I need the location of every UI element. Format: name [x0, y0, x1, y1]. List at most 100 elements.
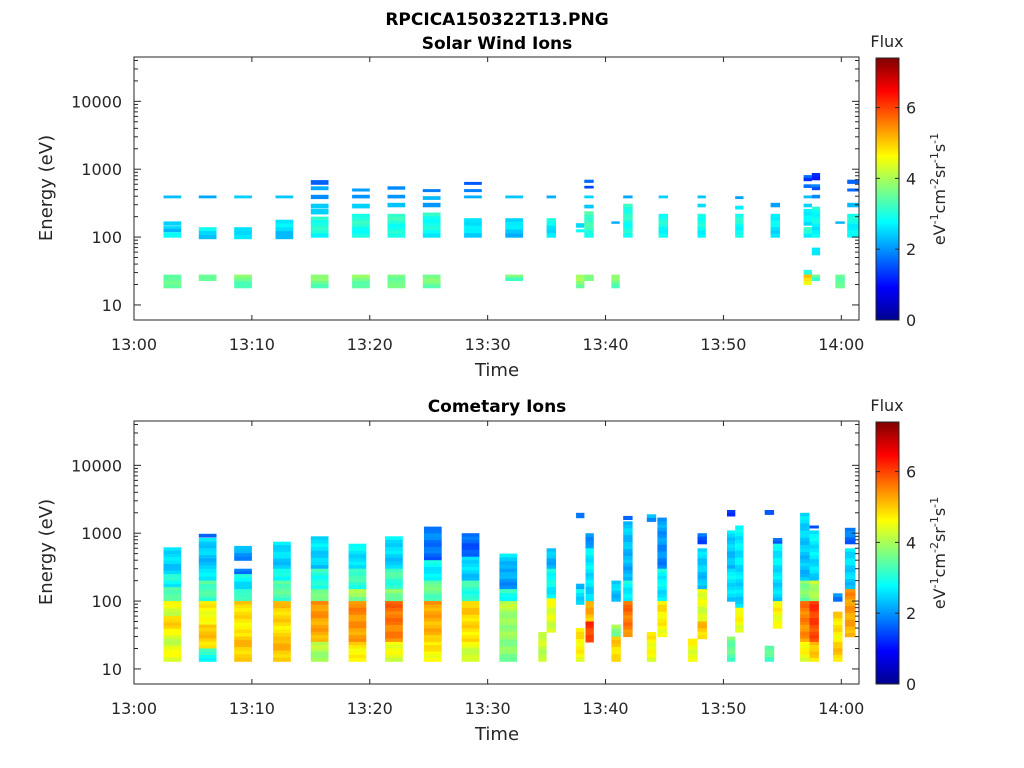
spectrogram-cell — [735, 233, 744, 238]
spectrogram-cell — [697, 220, 706, 225]
y-axis-label-cometary: Energy (eV) — [36, 499, 57, 605]
spectrogram-cell — [310, 628, 329, 633]
colorbar-gradient-cometary — [875, 421, 900, 685]
spectrogram-cell — [422, 226, 441, 231]
spectrogram-cell — [546, 229, 556, 234]
spectrogram-cell — [658, 230, 668, 235]
spectrogram-cell — [234, 231, 252, 236]
spectrogram-cell — [657, 604, 667, 609]
spectrogram-cell — [461, 604, 480, 609]
spectrogram-cell — [424, 526, 442, 531]
spectrogram-cell — [348, 654, 367, 659]
colorbar-label-solar-wind: eV-1cm-2sr-1s-1 — [928, 133, 949, 245]
spectrogram-cell — [809, 534, 819, 539]
spectrogram-cell — [657, 597, 667, 602]
colorbar-title-solar-wind: Flux — [870, 32, 903, 51]
spectrogram-cell — [424, 540, 442, 545]
spectrogram-cell — [735, 593, 744, 598]
spectrogram-cell — [657, 583, 667, 588]
spectrogram-cell — [234, 654, 252, 659]
spectrogram-cell — [809, 587, 819, 592]
spectrogram-cell — [461, 658, 480, 662]
spectrogram-cell — [585, 558, 594, 563]
spectrogram-cell — [585, 607, 594, 612]
spectrogram-cell — [310, 585, 329, 590]
spectrogram-cell — [424, 580, 442, 585]
spectrogram-cell — [387, 202, 406, 208]
spectrogram-cell — [234, 636, 252, 641]
spectrogram-cell — [809, 590, 819, 595]
y-tick-label: 10000 — [71, 92, 122, 111]
spectrogram-cell — [800, 648, 810, 653]
spectrogram-cell — [499, 553, 518, 558]
spectrogram-cell — [385, 654, 403, 659]
spectrogram-cell — [198, 572, 217, 578]
spectrogram-cell — [275, 223, 294, 228]
spectrogram-cell — [658, 195, 668, 199]
spectrogram-cell — [385, 554, 403, 559]
spectrogram-cell — [546, 587, 556, 592]
spectrogram-cell — [727, 561, 736, 566]
panel-cometary: Cometary Ions 13:00 13:10 13:20 13:30 13:40 1… — [36, 396, 949, 745]
spectrogram-cell — [310, 597, 329, 602]
x-tick-label: 13:20 — [347, 699, 393, 718]
spectrogram-cell — [576, 628, 585, 633]
spectrogram-cell — [657, 622, 667, 627]
colorbar-cometary: 0 2 4 6 Flux eV-1cm-2sr-1s-1 — [870, 396, 949, 694]
spectrogram-cell — [198, 555, 217, 559]
spectrogram-cell — [584, 233, 594, 238]
spectrogram-cell — [273, 654, 291, 659]
spectrogram-cell — [348, 631, 367, 636]
spectrogram-cell — [385, 621, 403, 626]
spectrogram-cell — [385, 607, 403, 612]
spectrogram-cell — [833, 641, 843, 646]
spectrogram-cell — [387, 194, 406, 199]
spectrogram-cell — [424, 601, 442, 606]
spectrogram-cell — [273, 580, 291, 585]
spectrogram-cell — [844, 537, 856, 542]
spectrogram-cell — [424, 543, 442, 548]
spectrogram-cell — [387, 227, 406, 231]
spectrogram-cell — [273, 558, 291, 563]
spectrogram-cell — [198, 611, 217, 616]
spectrogram-cell — [800, 594, 810, 599]
spectrogram-cell — [809, 645, 819, 649]
spectrogram-cell — [833, 611, 843, 616]
spectrogram-cell — [538, 650, 547, 655]
plot-area-solar-wind — [133, 56, 860, 321]
spectrogram-cell — [623, 590, 633, 595]
spectrogram-cell — [310, 631, 329, 636]
spectrogram-cell — [576, 512, 585, 519]
spectrogram-cell — [727, 586, 736, 591]
spectrogram-cell — [657, 590, 667, 595]
spectrogram-cell — [310, 536, 329, 541]
spectrogram-cell — [546, 568, 556, 573]
spectrogram-cell — [461, 641, 480, 646]
spectrogram-cell — [422, 233, 441, 238]
spectrogram-cell — [273, 611, 291, 616]
spectrogram-cell — [809, 537, 819, 542]
spectrogram-cell — [198, 648, 217, 653]
spectrogram-cell — [273, 590, 291, 595]
spectrogram-cell — [623, 597, 633, 602]
spectrogram-cell — [538, 646, 547, 651]
y-tick-label: 10000 — [71, 456, 122, 475]
spectrogram-cell — [697, 233, 706, 238]
spectrogram-cell — [811, 223, 821, 228]
spectrogram-cell — [234, 615, 252, 620]
spectrogram-cell — [385, 575, 403, 580]
spectrogram-cell — [385, 604, 403, 609]
spectrogram-cell — [833, 621, 843, 626]
spectrogram-cell — [697, 227, 706, 231]
x-tick-label: 13:30 — [465, 335, 511, 354]
spectrogram-cell — [657, 558, 667, 563]
spectrogram-cell — [697, 578, 707, 583]
spectrogram-cell — [623, 223, 633, 228]
spectrogram-cell — [646, 653, 657, 659]
spectrogram-cell — [385, 547, 403, 552]
spectrogram-cell — [833, 648, 843, 653]
spectrogram-cell — [387, 217, 406, 222]
spectrogram-cell — [348, 589, 367, 594]
spectrogram-cell — [811, 184, 821, 188]
spectrogram-cell — [273, 548, 291, 553]
